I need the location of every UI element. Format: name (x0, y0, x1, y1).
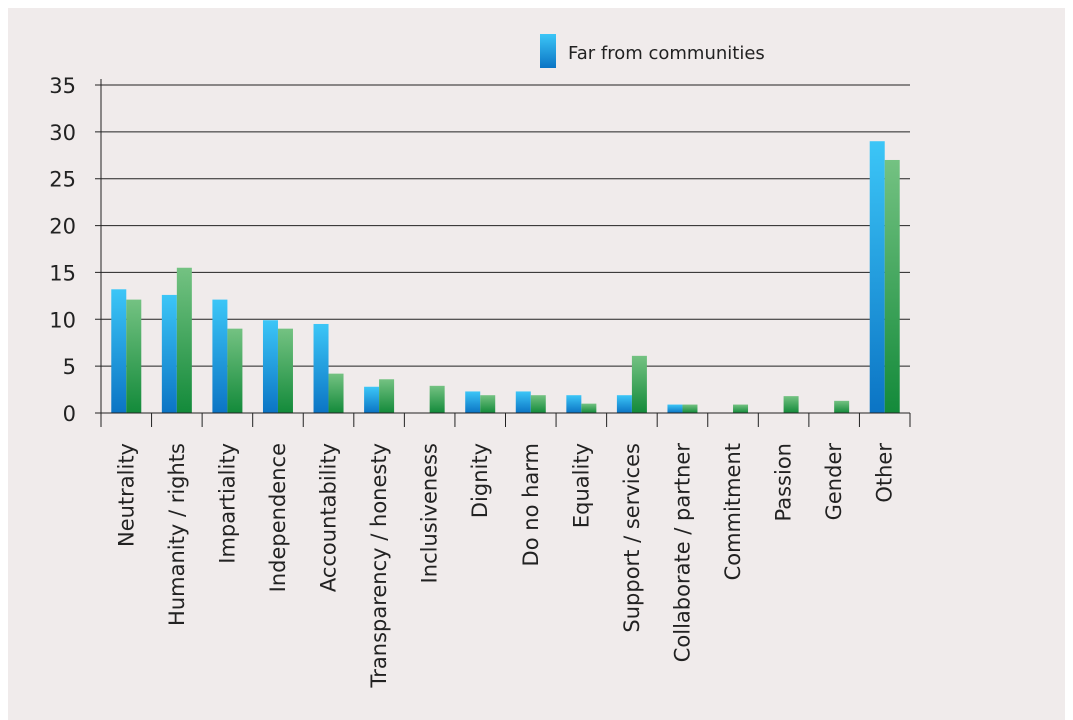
bar-series-1 (277, 328, 293, 413)
bar-series-1 (834, 400, 850, 413)
chart-panel: 0 5 10 15 20 25 30 35 Neutrality Humanity / righ… (8, 8, 1065, 720)
bar-series-0 (616, 395, 632, 413)
bar-series-0 (465, 391, 481, 413)
bar-series-1 (783, 396, 799, 413)
legend-label: Far from communities (568, 43, 765, 64)
y-tick-label: 5 (63, 355, 76, 379)
bar-series-1 (682, 404, 698, 413)
x-category-label: Do no harm (519, 443, 543, 566)
x-category-label: Equality (569, 443, 593, 528)
bar-series-1 (530, 395, 546, 413)
legend: Far from communities (540, 34, 765, 68)
bars (111, 141, 900, 413)
x-category-label: Gender (822, 443, 846, 521)
bar-series-1 (176, 267, 192, 413)
y-tick-label: 35 (49, 74, 76, 98)
x-category-label: Neutrality (114, 443, 138, 547)
x-category-label: Impartiality (215, 443, 239, 564)
y-tick-label: 20 (49, 215, 76, 239)
bar-series-0 (869, 141, 885, 413)
x-category-label: Transparency / honesty (367, 443, 391, 688)
bar-series-0 (364, 386, 380, 413)
bar-series-1 (429, 385, 445, 413)
x-category-label: Passion (772, 443, 796, 521)
x-category-label: Support / services (620, 443, 644, 633)
bar-series-1 (884, 159, 900, 413)
bar-series-0 (111, 289, 127, 413)
bar-series-0 (566, 395, 582, 413)
x-category-label: Independence (266, 443, 290, 592)
y-tick-label: 0 (63, 402, 76, 426)
bar-series-1 (126, 299, 142, 413)
bar-series-1 (328, 373, 344, 413)
bar-series-1 (631, 355, 647, 413)
y-tick-label: 30 (49, 121, 76, 145)
bar-series-1 (379, 379, 395, 413)
bar-series-1 (733, 404, 749, 413)
bar-series-0 (262, 320, 278, 413)
x-category-label: Inclusiveness (418, 443, 442, 583)
bar-series-0 (212, 299, 228, 413)
bar-series-0 (667, 404, 683, 413)
legend-swatch (540, 34, 556, 68)
y-tick-label: 25 (49, 168, 76, 192)
bar-series-0 (515, 391, 531, 413)
x-category-label: Humanity / rights (165, 443, 189, 626)
axes (95, 79, 911, 427)
bar-chart: 0 5 10 15 20 25 30 35 Neutrality Humanity / righ… (49, 34, 911, 689)
x-category-label: Accountability (317, 443, 341, 592)
x-category-label: Collaborate / partner (670, 443, 694, 663)
y-tick-labels: 0 5 10 15 20 25 30 35 (49, 74, 76, 426)
bar-series-1 (227, 328, 243, 413)
x-category-label: Other (873, 443, 897, 503)
x-category-label: Commitment (721, 443, 745, 580)
x-category-label: Dignity (468, 443, 492, 518)
bar-series-0 (313, 323, 329, 413)
bar-series-1 (581, 403, 597, 413)
gridlines (95, 84, 910, 367)
y-tick-label: 10 (49, 308, 76, 332)
y-tick-label: 15 (49, 261, 76, 285)
x-category-labels: Neutrality Humanity / rights Impartiality I… (114, 443, 896, 689)
bar-series-0 (161, 294, 177, 413)
bar-series-1 (480, 395, 496, 413)
